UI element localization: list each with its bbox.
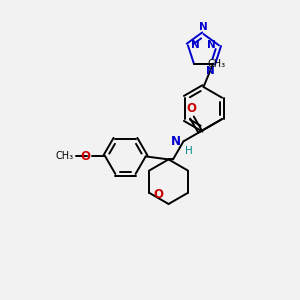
Text: N: N [199,22,207,32]
Text: N: N [206,66,215,76]
Text: CH₃: CH₃ [207,59,225,69]
Text: O: O [186,102,197,115]
Text: N: N [170,135,181,148]
Text: N: N [191,40,200,50]
Text: CH₃: CH₃ [55,152,74,161]
Text: O: O [153,188,163,201]
Text: N: N [207,40,216,50]
Text: O: O [80,150,90,163]
Text: H: H [185,146,193,156]
